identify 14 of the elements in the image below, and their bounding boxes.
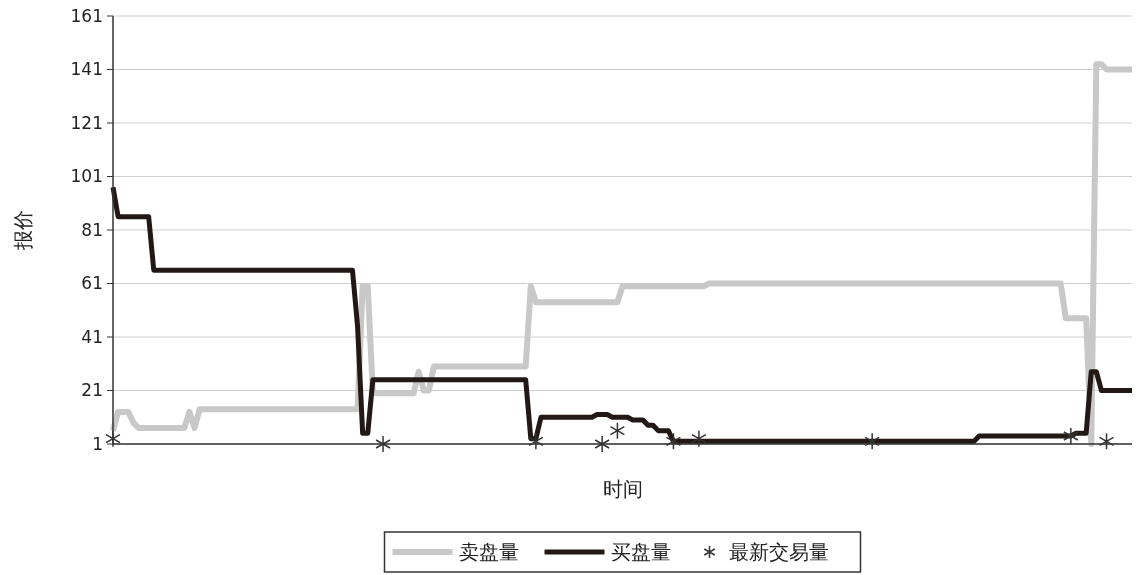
y-axis-title: 报价 <box>11 210 35 251</box>
y-tick-label: 1 <box>92 433 103 454</box>
x-axis-title: 时间 <box>602 477 643 501</box>
y-tick-label: 141 <box>70 59 103 80</box>
y-tick-label: 41 <box>81 326 103 347</box>
y-tick-label: 81 <box>81 219 103 240</box>
y-tick-label: 121 <box>70 112 103 133</box>
y-tick-label: 161 <box>70 5 103 26</box>
legend-label: 卖盘量 <box>458 540 519 564</box>
y-tick-label: 101 <box>70 166 103 187</box>
legend-label: 最新交易量 <box>728 540 829 564</box>
y-tick-label: 61 <box>81 273 103 294</box>
y-tick-label: 21 <box>81 380 103 401</box>
legend-label: 买盘量 <box>610 540 671 564</box>
